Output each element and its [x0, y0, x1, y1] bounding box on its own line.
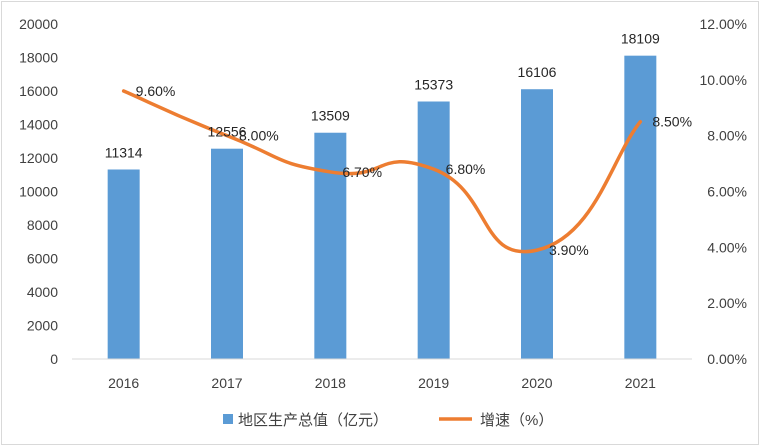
growth-line: [121, 89, 643, 254]
line-value-label: 8.50%: [652, 114, 692, 130]
bar-series: [107, 55, 657, 360]
legend-bar-swatch: [223, 414, 233, 424]
axes: 0 2000 4000 6000 8000 10000 12000 14000 16000 180…: [19, 16, 747, 391]
y-left-tick: 4000: [27, 284, 58, 300]
y-right-tick: 8.00%: [707, 128, 747, 144]
x-tick-2017: 2017: [211, 375, 242, 391]
bar-value-label: 18109: [621, 31, 660, 47]
y-left-tick: 20000: [19, 16, 58, 32]
bar-2017: [211, 148, 243, 359]
legend-bar-label: 地区生产总值（亿元）: [238, 412, 388, 429]
y-right-tick: 0.00%: [707, 351, 747, 367]
bar-value-label: 13509: [311, 108, 350, 124]
y-left-tick: 14000: [19, 117, 58, 133]
bar-value-label: 16106: [518, 64, 557, 80]
line-value-label: 8.00%: [239, 128, 279, 144]
y-left-tick: 2000: [27, 318, 58, 334]
bar-value-label: 12556: [208, 124, 247, 140]
y-left-tick: 10000: [19, 184, 58, 200]
x-tick-2019: 2019: [418, 375, 449, 391]
y-right-tick: 6.00%: [707, 184, 747, 200]
y-left-tick: 12000: [19, 150, 58, 166]
y-left-tick: 0: [50, 351, 58, 367]
x-tick-2016: 2016: [108, 375, 139, 391]
y-left-tick: 6000: [27, 251, 58, 267]
bar-2020: [521, 89, 553, 360]
x-tick-2021: 2021: [625, 375, 656, 391]
bar-value-label: 15373: [414, 77, 453, 93]
x-tick-2020: 2020: [521, 375, 552, 391]
y-right-tick: 4.00%: [707, 239, 747, 255]
x-tick-2018: 2018: [315, 375, 346, 391]
y-left-tick: 16000: [19, 83, 58, 99]
y-right-tick: 2.00%: [707, 295, 747, 311]
line-value-label: 3.90%: [549, 242, 589, 258]
legend: 地区生产总值（亿元） 增速（%）: [223, 412, 553, 429]
line-value-label: 9.60%: [136, 83, 176, 99]
bar-2021: [624, 55, 657, 359]
bar-2019: [417, 101, 450, 359]
bar-value-label: 11314: [105, 144, 143, 160]
y-left-tick: 8000: [27, 217, 58, 233]
data-labels: 11314 12556 13509 15373 16106 18109 9.60% 8.00%…: [105, 31, 692, 258]
line-value-label: 6.80%: [446, 161, 486, 177]
y-left-tick: 18000: [19, 50, 58, 66]
bar-2016: [107, 169, 140, 359]
legend-line-label: 增速（%）: [480, 412, 553, 429]
y-right-tick: 10.00%: [700, 72, 747, 88]
line-series: [121, 89, 643, 254]
line-value-label: 6.70%: [342, 164, 382, 180]
y-right-tick: 12.00%: [700, 16, 747, 32]
